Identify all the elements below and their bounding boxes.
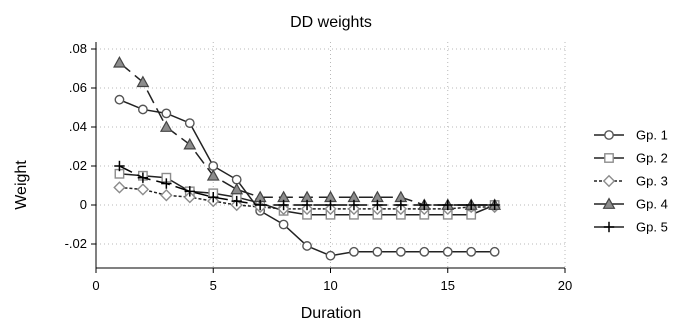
data-point xyxy=(419,199,430,211)
plot-grid xyxy=(96,42,566,268)
data-point xyxy=(208,161,219,171)
data-point xyxy=(114,94,125,105)
x-axis-title: Duration xyxy=(301,305,361,322)
x-tick-label: 10 xyxy=(323,278,337,293)
data-point xyxy=(137,104,148,115)
data-point xyxy=(372,246,383,257)
legend-label: Gp. 3 xyxy=(636,174,668,189)
data-point xyxy=(206,169,220,181)
legend-item: Gp. 2 xyxy=(594,151,668,166)
data-point xyxy=(349,246,359,257)
data-point xyxy=(183,191,196,204)
data-point xyxy=(466,246,477,257)
plot-axes: 0 5 10 15 20 -.02 0 .02 .04 .06 .08 xyxy=(65,41,573,293)
legend-item: Gp. 5 xyxy=(594,220,668,235)
data-point xyxy=(442,199,453,211)
data-point xyxy=(489,199,500,211)
data-point xyxy=(301,199,313,211)
data-point xyxy=(489,246,500,257)
data-point xyxy=(136,75,150,88)
data-point xyxy=(230,182,244,195)
legend-marker xyxy=(604,153,614,163)
data-point xyxy=(208,192,219,203)
data-point xyxy=(183,137,197,150)
plot-series xyxy=(113,56,502,261)
series-gp-5 xyxy=(114,160,500,211)
legend-marker xyxy=(603,221,615,233)
y-tick-label: .08 xyxy=(69,41,87,56)
data-point xyxy=(113,56,126,68)
series-gp-4 xyxy=(113,56,502,210)
data-point xyxy=(372,199,383,211)
x-tick-label: 5 xyxy=(210,278,217,293)
y-axis-title: Weight xyxy=(13,160,30,210)
y-tick-label: -.02 xyxy=(65,236,87,251)
x-tick-label: 0 xyxy=(92,278,99,293)
data-point xyxy=(231,195,242,207)
y-tick-label: .04 xyxy=(69,119,87,134)
series-gp-1 xyxy=(114,94,500,261)
data-point xyxy=(278,219,289,230)
data-point xyxy=(114,160,125,172)
series-line xyxy=(119,99,495,257)
legend-label: Gp. 5 xyxy=(636,220,668,235)
data-point xyxy=(161,108,172,119)
legend-marker xyxy=(602,174,616,188)
legend-marker xyxy=(602,197,616,209)
legend-item: Gp. 3 xyxy=(594,174,668,189)
data-point xyxy=(325,199,336,211)
data-point xyxy=(136,183,150,196)
data-point xyxy=(302,241,312,251)
data-point xyxy=(184,118,195,129)
legend-item: Gp. 1 xyxy=(594,128,668,143)
chart-title: DD weights xyxy=(290,14,372,31)
data-point xyxy=(278,199,289,211)
data-point xyxy=(231,174,242,185)
data-point xyxy=(348,199,360,211)
data-point xyxy=(395,246,406,257)
data-point xyxy=(137,172,149,183)
data-point xyxy=(254,199,266,211)
data-point xyxy=(395,199,407,211)
data-point xyxy=(419,246,430,257)
data-point xyxy=(325,250,336,261)
legend-label: Gp. 1 xyxy=(636,128,668,143)
data-point xyxy=(159,120,173,132)
y-tick-label: 0 xyxy=(80,197,87,212)
data-point xyxy=(466,199,477,211)
data-point xyxy=(161,178,172,189)
data-point xyxy=(184,186,195,197)
legend-marker xyxy=(604,130,614,140)
legend: Gp. 1 Gp. 2 Gp. 3 Gp. 4 Gp. 5 xyxy=(594,128,668,235)
legend-label: Gp. 2 xyxy=(636,151,668,166)
legend-item: Gp. 4 xyxy=(594,197,668,212)
legend-label: Gp. 4 xyxy=(636,197,668,212)
x-tick-label: 15 xyxy=(441,278,455,293)
data-point xyxy=(113,181,126,194)
y-tick-label: .06 xyxy=(69,80,87,95)
x-tick-label: 20 xyxy=(558,278,572,293)
data-point xyxy=(442,246,453,257)
data-point xyxy=(160,189,173,202)
y-tick-label: .02 xyxy=(69,158,87,173)
